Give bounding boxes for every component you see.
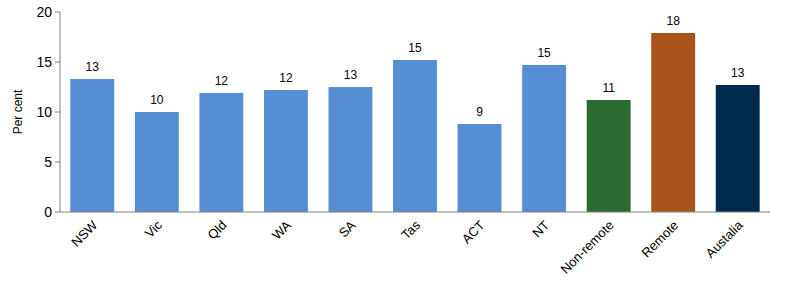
x-tick-label: NSW <box>68 217 101 250</box>
bar <box>135 112 179 212</box>
bar <box>329 87 373 212</box>
y-tick-label: 0 <box>44 204 52 220</box>
data-label: 12 <box>215 74 229 88</box>
x-tick-label: Non-remote <box>558 218 617 277</box>
x-tick-label: Austalia <box>703 217 747 261</box>
bar <box>264 90 308 212</box>
bar <box>651 33 695 212</box>
x-tick-label: NT <box>529 217 552 240</box>
bar <box>393 60 437 212</box>
y-tick <box>55 12 60 13</box>
data-label: 10 <box>150 93 164 107</box>
y-tick <box>55 112 60 113</box>
data-label: 13 <box>86 60 100 74</box>
y-tick-label: 15 <box>36 54 52 70</box>
bar <box>716 85 760 212</box>
x-axis <box>60 212 770 213</box>
x-tick-label: ACT <box>459 217 488 246</box>
y-tick-label: 10 <box>36 104 52 120</box>
x-tick-label: Qld <box>205 218 230 243</box>
data-label: 18 <box>667 14 681 28</box>
x-tick-label: Vic <box>142 217 166 241</box>
data-label: 13 <box>731 66 745 80</box>
y-axis <box>60 12 61 212</box>
x-tick-label: Tas <box>398 217 423 242</box>
bar <box>70 79 114 212</box>
x-tick-label: Remote <box>639 218 682 261</box>
data-label: 13 <box>344 68 358 82</box>
y-axis-label: Per cent <box>11 89 25 134</box>
y-tick <box>55 212 60 213</box>
bars <box>70 33 759 212</box>
x-tick-label: WA <box>269 217 294 242</box>
data-label: 9 <box>476 105 483 119</box>
bar <box>199 93 243 212</box>
data-label: 11 <box>602 81 615 95</box>
data-label: 12 <box>279 71 293 85</box>
x-tick-label: SA <box>336 217 359 240</box>
bar <box>458 124 502 212</box>
chart: Per cent 0 5 10 15 20 13 NSW 10 Vic 12 Qld 12 WA 13 SA 1… <box>0 0 801 296</box>
y-tick-label: 20 <box>36 4 52 20</box>
y-tick-label: 5 <box>44 154 52 170</box>
data-label: 15 <box>408 41 422 55</box>
bar <box>522 65 566 212</box>
y-tick <box>55 162 60 163</box>
data-label: 15 <box>537 46 551 60</box>
y-tick <box>55 62 60 63</box>
bar <box>587 100 631 212</box>
